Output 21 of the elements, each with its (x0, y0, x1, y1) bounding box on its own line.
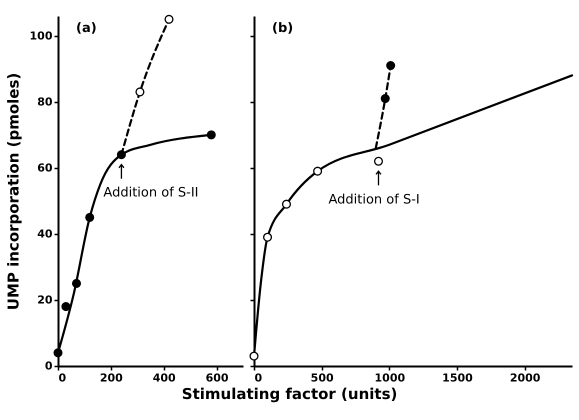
y-axis-title: UMP incorporation (pmoles) (4, 72, 23, 310)
y-tick-label: 0 (44, 360, 53, 372)
annotation: (a) (76, 21, 97, 36)
y-tick-label: 80 (37, 95, 53, 108)
annotation: Addition of S-I (328, 192, 420, 208)
y-tick-label: 100 (30, 29, 53, 42)
x-tick-label: 600 (206, 372, 229, 384)
x-tick-label: 400 (152, 372, 176, 384)
annotation: (b) (272, 21, 294, 36)
x-tick-label: 2000 (510, 372, 541, 384)
x-tick-label: 1000 (374, 372, 406, 384)
x-axis-title: Stimulating factor (units) (182, 385, 398, 403)
y-tick-label: 20 (37, 293, 53, 306)
annotation: Addition of S-II (103, 186, 199, 201)
x-tick-label: 1500 (442, 372, 474, 384)
x-tick-label: 0 (254, 372, 262, 384)
y-tick-label: 40 (37, 227, 53, 240)
x-tick-label: 500 (310, 372, 334, 384)
x-tick-label: 200 (100, 372, 124, 384)
x-tick-label: 0 (58, 372, 66, 384)
y-tick-label: 60 (37, 161, 53, 174)
